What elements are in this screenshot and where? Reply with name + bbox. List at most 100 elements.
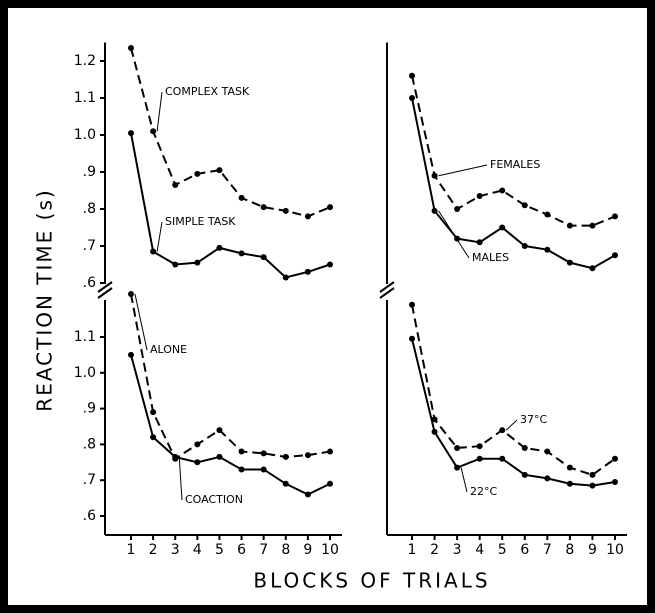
x-tick-label: 3 <box>171 542 180 558</box>
data-point <box>304 213 311 220</box>
axis-break <box>97 281 113 299</box>
series-label: SIMPLE TASK <box>165 215 236 228</box>
x-tick-label: 2 <box>149 542 158 558</box>
x-tick-label: 9 <box>588 542 597 558</box>
data-point <box>409 72 415 79</box>
x-tick-label: 7 <box>259 542 268 558</box>
data-point <box>238 448 245 455</box>
label-leader <box>460 467 468 493</box>
data-point <box>521 444 528 451</box>
data-point <box>150 409 157 416</box>
data-point <box>194 259 201 266</box>
data-point <box>521 243 528 249</box>
data-point <box>589 471 596 478</box>
data-point <box>128 45 134 52</box>
data-point <box>327 480 333 487</box>
y-tick-label: 1.1 <box>74 90 96 106</box>
data-point <box>544 246 551 253</box>
data-point <box>521 471 528 478</box>
data-point <box>150 248 157 255</box>
data-point <box>499 427 506 434</box>
data-point <box>238 250 245 257</box>
data-point <box>128 130 134 137</box>
axis-break <box>379 281 395 299</box>
data-point <box>282 274 289 281</box>
x-tick-label: 3 <box>453 542 462 558</box>
data-point <box>172 181 179 188</box>
label-leader <box>156 221 163 252</box>
series-line <box>130 293 331 461</box>
series-label: COACTION <box>185 493 243 506</box>
data-point <box>238 466 245 473</box>
data-point <box>499 224 506 231</box>
y-tick-label: 1.0 <box>74 365 96 381</box>
label-leader <box>178 456 183 501</box>
data-point <box>304 268 311 275</box>
data-point <box>431 428 438 435</box>
data-point <box>260 450 267 457</box>
x-tick-label: 8 <box>281 542 290 558</box>
data-point <box>476 239 483 246</box>
data-point <box>476 455 483 462</box>
data-point <box>566 464 573 471</box>
x-tick-label: 8 <box>565 542 574 558</box>
x-tick-label: 1 <box>408 542 417 558</box>
y-tick-label: .7 <box>83 472 96 488</box>
data-point <box>150 434 157 441</box>
data-point <box>216 244 223 251</box>
data-point <box>128 351 134 358</box>
data-point <box>304 491 311 498</box>
data-point <box>327 261 333 268</box>
data-point <box>521 202 528 209</box>
data-point <box>282 453 289 460</box>
data-point <box>566 480 573 487</box>
data-point <box>128 291 134 298</box>
x-tick-label: 4 <box>193 542 202 558</box>
series-label: 22°C <box>470 485 497 498</box>
data-point <box>327 448 333 455</box>
data-point <box>612 478 618 485</box>
data-point <box>566 259 573 266</box>
x-tick-label: 5 <box>215 542 224 558</box>
x-axis-label: BLOCKS OF TRIALS <box>253 569 490 593</box>
y-tick-label: .9 <box>83 164 96 180</box>
x-tick-label: 5 <box>498 542 507 558</box>
x-tick-label: 10 <box>321 542 339 558</box>
y-tick-label: .8 <box>83 436 96 452</box>
data-point <box>431 207 438 214</box>
data-point <box>589 482 596 489</box>
data-point <box>282 207 289 214</box>
data-point <box>282 480 289 487</box>
data-point <box>612 252 618 259</box>
x-tick-label: 1 <box>127 542 136 558</box>
series-line <box>130 354 331 496</box>
data-point <box>304 452 311 459</box>
label-leader <box>134 293 148 351</box>
series-label: MALES <box>472 251 509 264</box>
data-point <box>216 427 223 434</box>
data-point <box>216 167 223 174</box>
x-tick-label: 9 <box>303 542 312 558</box>
data-point <box>454 444 461 451</box>
y-tick-label: 1.2 <box>74 53 96 69</box>
x-tick-label: 10 <box>606 542 624 558</box>
y-tick-label: 1.0 <box>74 127 96 143</box>
data-point <box>454 464 461 471</box>
data-point <box>499 455 506 462</box>
data-point <box>172 453 179 460</box>
data-point <box>431 416 438 423</box>
x-tick-label: 7 <box>543 542 552 558</box>
data-point <box>589 222 596 229</box>
data-point <box>476 193 483 200</box>
series-label: FEMALES <box>490 158 540 171</box>
data-point <box>612 455 618 462</box>
data-point <box>431 172 438 179</box>
data-point <box>260 466 267 473</box>
data-point <box>327 204 333 211</box>
x-tick-label: 2 <box>430 542 439 558</box>
series-line <box>411 97 616 270</box>
label-leader <box>156 91 163 132</box>
data-point <box>194 441 201 448</box>
